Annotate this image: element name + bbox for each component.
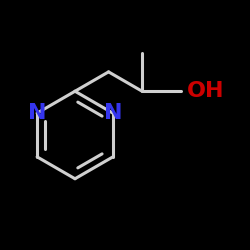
Text: N: N — [28, 103, 46, 123]
Text: N: N — [104, 103, 122, 123]
Text: OH: OH — [187, 81, 224, 101]
